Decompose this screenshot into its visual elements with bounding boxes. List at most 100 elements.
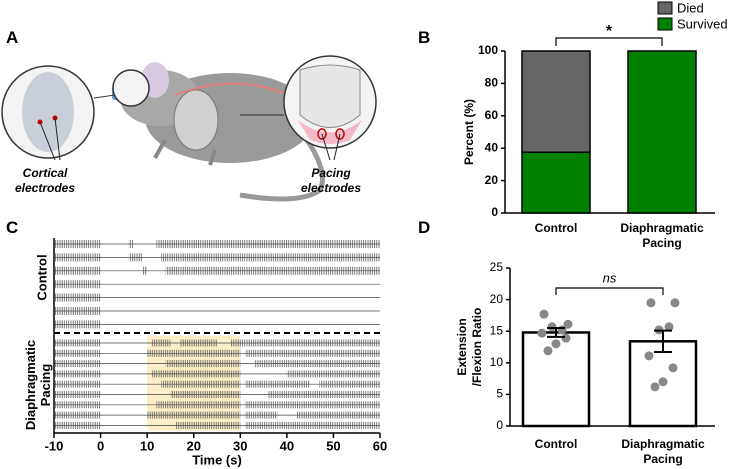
y-tick-label: 25 [490, 260, 504, 274]
spike-burst [286, 370, 380, 378]
spike-burst [54, 253, 101, 262]
spike-burst [244, 401, 380, 409]
spike-burst [296, 411, 380, 419]
data-point [563, 319, 573, 329]
spike-burst [54, 370, 101, 378]
bar-segment [521, 151, 591, 214]
spike-burst [54, 266, 101, 275]
data-point [658, 377, 668, 387]
x-tick-label: 40 [280, 438, 294, 453]
x-tick-label: 30 [233, 438, 247, 453]
y-axis-label: Percent (%) [462, 99, 476, 165]
significance-bracket [555, 287, 664, 295]
data-point [650, 382, 660, 392]
legend-swatch [657, 1, 673, 15]
spike-burst [165, 266, 380, 275]
spike-burst [54, 401, 101, 409]
y-tick-label: 60 [485, 108, 499, 122]
y-axis-label: Extension [455, 318, 469, 375]
annotation: Cortical electrodes [14, 166, 76, 195]
spike-burst [254, 360, 380, 368]
x-axis-label: Time (s) [192, 452, 242, 467]
x-tick-label: 20 [186, 438, 200, 453]
x-tick-label: Control [534, 437, 578, 451]
y-tick-label: 100 [478, 43, 498, 57]
spike-burst [244, 380, 311, 388]
significance-label: ns [603, 270, 617, 285]
y-tick-label: 10 [490, 355, 504, 369]
legend-swatch [657, 17, 673, 31]
x-tick-label: Diaphragmatic Pacing [620, 221, 704, 250]
spike-burst [170, 391, 241, 398]
spike-burst [54, 339, 101, 347]
spike-burst [161, 380, 241, 388]
significance-bracket [555, 37, 663, 46]
panel-letter: A [6, 28, 19, 47]
spike-burst [151, 339, 171, 347]
spike-burst [54, 280, 101, 289]
spike-burst [175, 421, 241, 429]
spike-burst [156, 240, 380, 248]
spike-burst [54, 421, 101, 429]
spike-burst [128, 253, 143, 262]
group-label: Diaphragmatic Pacing [23, 339, 53, 431]
data-point [646, 298, 656, 308]
spike-burst [147, 349, 241, 357]
legend-label: Died [677, 0, 704, 15]
mouse-illustration [1, 55, 377, 202]
x-tick-label: -10 [45, 438, 64, 453]
spike-burst [151, 370, 241, 378]
spike-burst [156, 401, 241, 409]
spike-burst [147, 411, 241, 419]
spike-burst [54, 320, 101, 329]
error-bar [547, 327, 565, 338]
spike-burst [179, 339, 217, 347]
data-point [644, 351, 654, 361]
data-point [670, 298, 680, 308]
panel-letter: C [6, 218, 19, 237]
data-point [557, 325, 567, 335]
y-tick-label: 5 [496, 387, 503, 401]
panel-letter: B [418, 28, 431, 47]
data-point [543, 346, 553, 356]
spike-burst [128, 240, 134, 248]
spike-burst [165, 360, 241, 368]
spike-burst [54, 293, 101, 302]
y-tick-label: 40 [485, 140, 499, 154]
spike-burst [54, 240, 101, 248]
spike-burst [268, 391, 380, 398]
spike-burst [54, 411, 101, 419]
bar-segment [521, 50, 591, 153]
x-tick-label: 10 [140, 438, 154, 453]
data-point [664, 322, 674, 332]
panel-letter: D [418, 218, 431, 237]
spike-burst [142, 266, 148, 275]
significance-label: * [606, 23, 613, 40]
spike-burst [54, 349, 101, 357]
y-tick-label: 80 [485, 76, 499, 90]
spike-burst [161, 253, 380, 262]
spike-burst [54, 380, 101, 388]
spike-burst [319, 380, 380, 388]
group-label: Control [34, 254, 50, 301]
spike-burst [244, 411, 278, 419]
spike-burst [244, 349, 380, 357]
data-point [537, 328, 547, 338]
annotation: Pacing electrodes [300, 166, 362, 195]
data-point [561, 333, 571, 343]
spike-burst [230, 339, 380, 347]
spike-burst [244, 421, 380, 429]
bar-segment [627, 50, 697, 214]
x-tick-label: Diaphragmatic Pacing [621, 437, 705, 466]
spike-burst [54, 307, 101, 315]
data-point [551, 339, 561, 349]
data-point [539, 309, 549, 319]
panel-d: 0 5 10 15 20 25 Extension/Flexion Ratio ns [455, 260, 715, 432]
x-tick-label: Control [534, 221, 578, 235]
y-tick-label: 20 [490, 292, 504, 306]
x-tick-label: 60 [373, 438, 387, 453]
spike-burst [54, 360, 101, 368]
